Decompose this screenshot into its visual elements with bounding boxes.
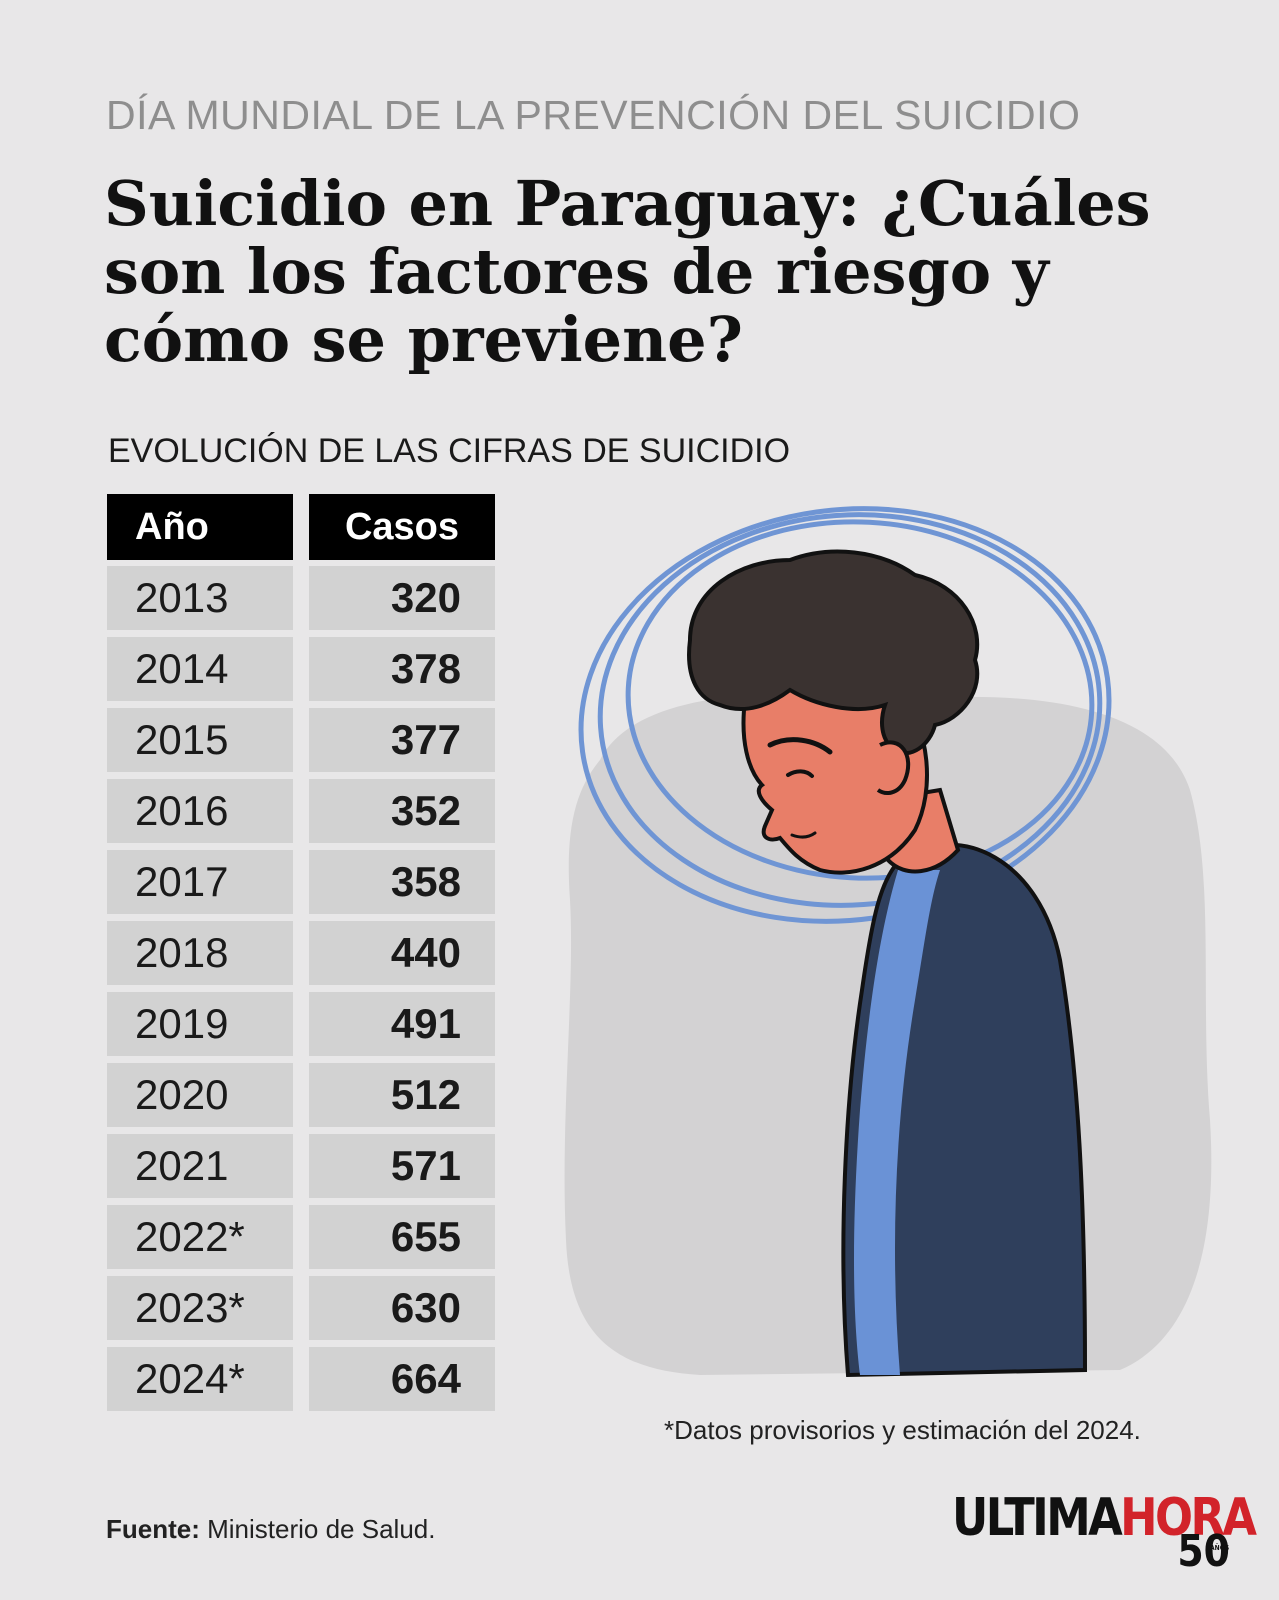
ear xyxy=(876,740,911,795)
row-year: 2013 xyxy=(107,566,293,630)
row-cases: 378 xyxy=(309,637,495,701)
logo-badge: 50 xyxy=(1177,1526,1230,1577)
header-cases: Casos xyxy=(309,494,495,560)
source-credit: Fuente: Ministerio de Salud. xyxy=(106,1514,435,1545)
eye xyxy=(786,769,814,778)
row-cases: 352 xyxy=(309,779,495,843)
section-title: EVOLUCIÓN DE LAS CIFRAS DE SUICIDIO xyxy=(108,432,791,470)
row-year: 2023* xyxy=(107,1276,293,1340)
row-year: 2014 xyxy=(107,637,293,701)
row-cases: 491 xyxy=(309,992,495,1056)
row-cases: 440 xyxy=(309,921,495,985)
row-year: 2015 xyxy=(107,708,293,772)
logo-part-hora: HORA xyxy=(1120,1488,1257,1548)
mouth xyxy=(790,831,817,839)
eyebrow xyxy=(767,737,833,755)
row-cases: 571 xyxy=(309,1134,495,1198)
row-cases: 320 xyxy=(309,566,495,630)
source-value: Ministerio de Salud. xyxy=(207,1514,436,1544)
row-cases: 655 xyxy=(309,1205,495,1269)
logo-part-ultima: ULTIMA xyxy=(952,1488,1123,1548)
kicker: DÍA MUNDIAL DE LA PREVENCIÓN DEL SUICIDI… xyxy=(106,92,1081,138)
logo-badge-sub: AÑOS xyxy=(1210,1544,1230,1552)
row-cases: 377 xyxy=(309,708,495,772)
row-year: 2018 xyxy=(107,921,293,985)
row-cases: 664 xyxy=(309,1347,495,1411)
row-cases: 512 xyxy=(309,1063,495,1127)
row-year: 2022* xyxy=(107,1205,293,1269)
row-year: 2019 xyxy=(107,992,293,1056)
sweater-highlight xyxy=(854,870,940,1375)
row-year: 2021 xyxy=(107,1134,293,1198)
row-year: 2024* xyxy=(107,1347,293,1411)
row-cases: 358 xyxy=(309,850,495,914)
headline: Suicidio en Paraguay: ¿Cuáles son los fa… xyxy=(104,167,1151,376)
ultimahora-logo: ULTIMAHORA 50 AÑOS xyxy=(952,1488,1257,1577)
footnote: *Datos provisorios y estimación del 2024… xyxy=(664,1415,1141,1445)
row-year: 2020 xyxy=(107,1063,293,1127)
hair xyxy=(687,549,980,756)
header-year: Año xyxy=(107,494,293,560)
row-cases: 630 xyxy=(309,1276,495,1340)
row-year: 2016 xyxy=(107,779,293,843)
source-label: Fuente: xyxy=(106,1514,200,1544)
row-year: 2017 xyxy=(107,850,293,914)
